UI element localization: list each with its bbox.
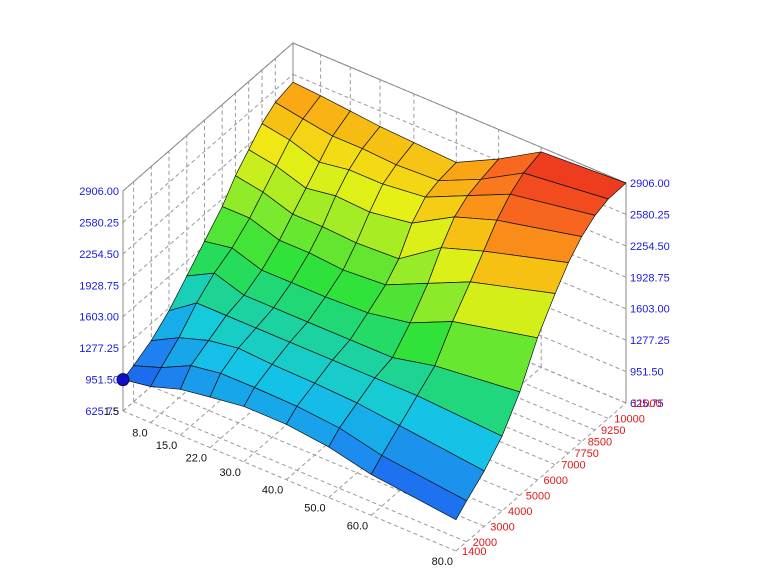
grid-line-back-wall-horizontal xyxy=(292,168,627,310)
y-tick-label: 4000 xyxy=(508,506,532,518)
z-tick-label-left: 2906.00 xyxy=(79,186,119,198)
z-tick-label-right: 1277.25 xyxy=(630,335,670,347)
box-edge xyxy=(292,42,627,184)
x-tick-label: 50.0 xyxy=(304,503,325,515)
marker-point xyxy=(116,373,130,387)
surface-layer xyxy=(116,81,627,521)
x-tick-label: 80.0 xyxy=(432,556,453,568)
grid-line-floor-y xyxy=(248,301,582,442)
grid-line-floor-x xyxy=(455,402,627,552)
x-tick-label: 60.0 xyxy=(347,520,368,532)
x-tick-label: 30.0 xyxy=(219,467,240,479)
z-tick-label-right: 2580.25 xyxy=(630,209,670,221)
x-tick-label: 1.5 xyxy=(104,406,119,418)
y-tick-label: 9250 xyxy=(601,425,625,437)
x-tick-label: 40.0 xyxy=(262,485,283,497)
y-tick-label: 10000 xyxy=(614,413,645,425)
grid-line-floor-y xyxy=(122,410,457,552)
z-tick-label-right: 951.50 xyxy=(630,367,664,379)
grid-line-floor-y xyxy=(275,277,609,419)
y-tick-label: 7750 xyxy=(574,448,598,460)
z-tick-label-right: 2906.00 xyxy=(630,178,670,190)
label-layer: 625.75 951.50 1277.25 1603.00 1928.75 2254.50… xyxy=(79,178,670,568)
y-tick-label: 5000 xyxy=(526,491,550,503)
grid-line-back-wall-horizontal xyxy=(292,231,627,373)
z-tick-label-right: 2254.50 xyxy=(630,241,670,253)
y-tick-label: 6000 xyxy=(544,475,568,487)
x-tick-label: 8.0 xyxy=(132,428,147,440)
z-tick-label-left: 1603.00 xyxy=(79,312,119,324)
y-tick-label: 3000 xyxy=(490,521,514,533)
z-tick-label-left: 951.50 xyxy=(85,375,119,387)
z-tick-label-right: 1603.00 xyxy=(630,304,670,316)
y-tick-label: 2000 xyxy=(473,537,497,549)
z-tick-label-right: 625.75 xyxy=(630,398,664,410)
x-tick-label: 15.0 xyxy=(156,440,177,452)
grid-line-floor-y xyxy=(235,312,569,454)
grid-line-back-wall-horizontal xyxy=(292,199,627,341)
y-tick-label: 1400 xyxy=(462,546,486,558)
z-tick-label-left: 1928.75 xyxy=(79,280,119,292)
grid-line-floor-y xyxy=(261,289,596,431)
z-tick-label-right: 1928.75 xyxy=(630,272,670,284)
z-tick-label-left: 2580.25 xyxy=(79,217,119,229)
y-tick-label: 7000 xyxy=(561,460,585,472)
x-tick-label: 22.0 xyxy=(186,453,207,465)
z-tick-label-left: 2254.50 xyxy=(79,249,119,261)
z-tick-label-left: 625.75 xyxy=(85,406,119,418)
grid-line-floor-y xyxy=(292,262,627,404)
grid-line-left-wall-horizontal xyxy=(122,105,294,255)
z-tick-label-left: 1277.25 xyxy=(79,343,119,355)
box-edge xyxy=(122,42,294,192)
grid-line-left-wall-horizontal xyxy=(122,74,294,223)
surface-cell xyxy=(370,455,467,521)
y-tick-label: 11000 xyxy=(632,398,662,410)
y-tick-label: 8500 xyxy=(588,437,612,449)
grid-line-left-wall-horizontal xyxy=(122,136,294,286)
grid-line-floor-y xyxy=(133,401,467,543)
